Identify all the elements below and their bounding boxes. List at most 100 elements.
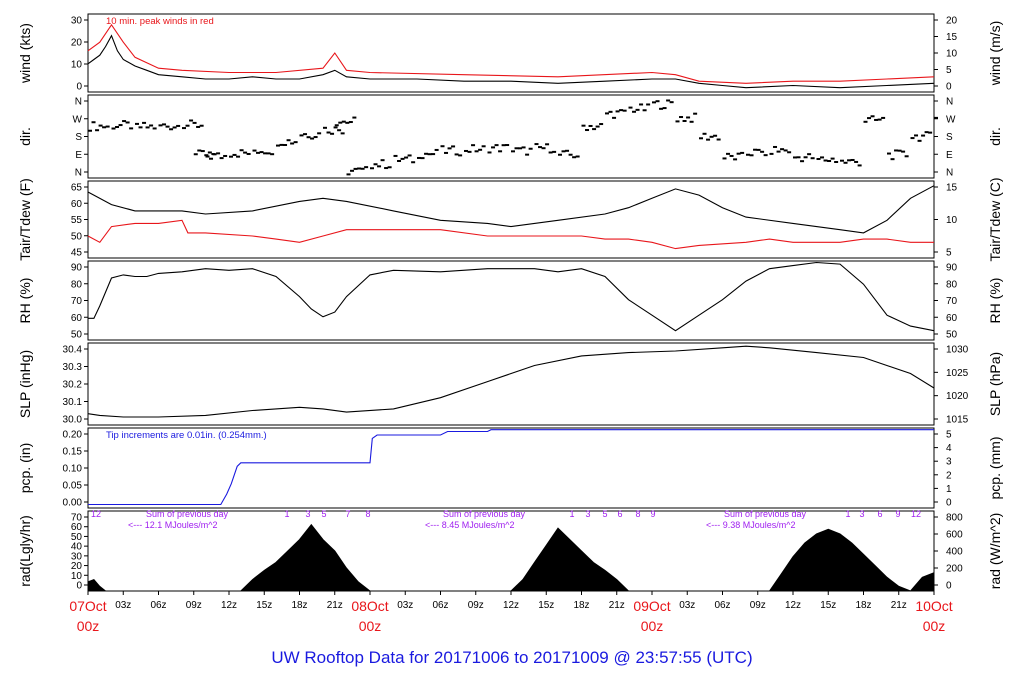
dir-point	[169, 128, 174, 131]
dir-point	[474, 150, 479, 153]
x-day-sublabel: 00z	[641, 618, 664, 634]
dir-point	[800, 160, 805, 163]
dir-point	[236, 155, 241, 158]
tick-label-left-radiation: 30	[71, 551, 83, 562]
hour-mark: 8	[635, 509, 640, 519]
dir-point	[746, 153, 750, 156]
x-tick-label: 06z	[714, 600, 730, 611]
dir-point	[652, 101, 656, 104]
tick-label-right-wind: 5	[946, 65, 952, 76]
dir-point	[384, 167, 389, 170]
tick-label-right-wind: 20	[946, 16, 958, 27]
tick-label-left-precipitation: 0.20	[63, 430, 83, 441]
hour-mark: 3	[859, 509, 864, 519]
dir-point	[847, 159, 852, 162]
tick-label-right-temperature: 5	[946, 248, 952, 259]
dir-point	[451, 145, 456, 148]
dir-point	[393, 154, 398, 157]
dir-point	[793, 156, 797, 159]
dir-point	[525, 153, 530, 156]
dir-point	[330, 132, 335, 135]
dir-point	[145, 126, 150, 129]
dir-point	[528, 147, 533, 150]
dir-point	[904, 155, 909, 158]
tick-label-right-direction: S	[946, 132, 953, 143]
tick-label-left-wind: 30	[71, 16, 83, 27]
hour-mark: 12	[911, 509, 921, 519]
dir-point	[387, 166, 392, 169]
dir-point	[200, 150, 205, 153]
tick-label-left-humidity: 90	[71, 263, 83, 274]
dir-point	[581, 124, 586, 127]
dir-point	[803, 156, 808, 159]
x-day-sublabel: 00z	[77, 618, 100, 634]
dir-point	[565, 149, 570, 152]
ylabel-left-precipitation: pcp. (in)	[17, 443, 33, 494]
dir-point	[283, 144, 288, 147]
dir-point	[854, 160, 859, 163]
dir-point	[111, 127, 116, 130]
temperature-series-2	[87, 219, 934, 250]
dir-point	[639, 103, 644, 106]
hour-mark: 6	[617, 509, 622, 519]
tick-label-right-direction: N	[946, 168, 953, 179]
tick-label-left-wind: 10	[71, 60, 83, 71]
dir-point	[816, 158, 821, 161]
dir-point	[266, 152, 271, 155]
dir-point	[444, 151, 449, 154]
dir-point	[454, 153, 459, 156]
dir-point	[635, 108, 640, 111]
x-tick-label: 18z	[291, 600, 307, 611]
dir-point	[572, 156, 577, 159]
dir-point	[223, 154, 228, 157]
x-day-label: 07Oct	[69, 598, 106, 614]
dir-point	[407, 154, 412, 157]
tick-label-left-wind: 0	[76, 82, 82, 93]
tick-label-left-temperature: 50	[71, 231, 83, 242]
x-day-sublabel: 00z	[923, 618, 946, 634]
x-tick-label: 21z	[327, 600, 343, 611]
dir-point	[98, 124, 103, 127]
tick-label-left-direction: W	[73, 114, 83, 125]
dir-point	[699, 137, 703, 140]
humidity-series-1	[88, 261, 935, 332]
dir-point	[541, 147, 546, 150]
hour-mark: 5	[602, 509, 607, 519]
ylabel-left-humidity: RH (%)	[17, 278, 33, 324]
dir-point	[568, 153, 573, 156]
dir-point	[149, 124, 154, 127]
dir-point	[338, 121, 343, 124]
dir-point	[773, 145, 778, 148]
dir-point	[458, 154, 463, 157]
tick-label-right-humidity: 70	[946, 296, 958, 307]
dir-point	[632, 110, 637, 113]
tick-label-left-precipitation: 0.10	[63, 464, 83, 475]
x-tick-label: 06z	[432, 600, 448, 611]
x-tick-label: 03z	[679, 600, 695, 611]
dir-point	[478, 148, 483, 151]
tick-label-left-precipitation: 0.05	[63, 481, 83, 492]
daily-sum-value: <--- 9.38 MJoules/m^2	[706, 520, 796, 530]
dir-point	[310, 137, 315, 140]
dir-point	[726, 152, 731, 155]
hour-mark: 3	[585, 509, 590, 519]
dir-point	[193, 153, 198, 156]
daily-sum-value: <--- 12.1 MJoules/m^2	[128, 520, 218, 530]
tick-label-left-direction: E	[75, 150, 82, 161]
x-day-label: 08Oct	[351, 598, 388, 614]
dir-point	[514, 147, 519, 150]
temperature-series-1	[87, 185, 935, 234]
x-tick-label: 12z	[785, 600, 801, 611]
dir-point	[471, 144, 476, 147]
tick-label-right-pressure: 1020	[946, 391, 969, 402]
dir-point	[595, 125, 600, 128]
dir-point	[447, 147, 452, 150]
dir-point	[548, 151, 553, 154]
dir-point	[545, 143, 550, 146]
tick-label-right-humidity: 80	[946, 279, 958, 290]
daily-sum-title: Sum of previous day	[443, 509, 526, 519]
dir-point	[276, 144, 280, 147]
x-tick-label: 18z	[573, 600, 589, 611]
dir-point	[655, 100, 660, 103]
x-tick-label: 21z	[891, 600, 907, 611]
